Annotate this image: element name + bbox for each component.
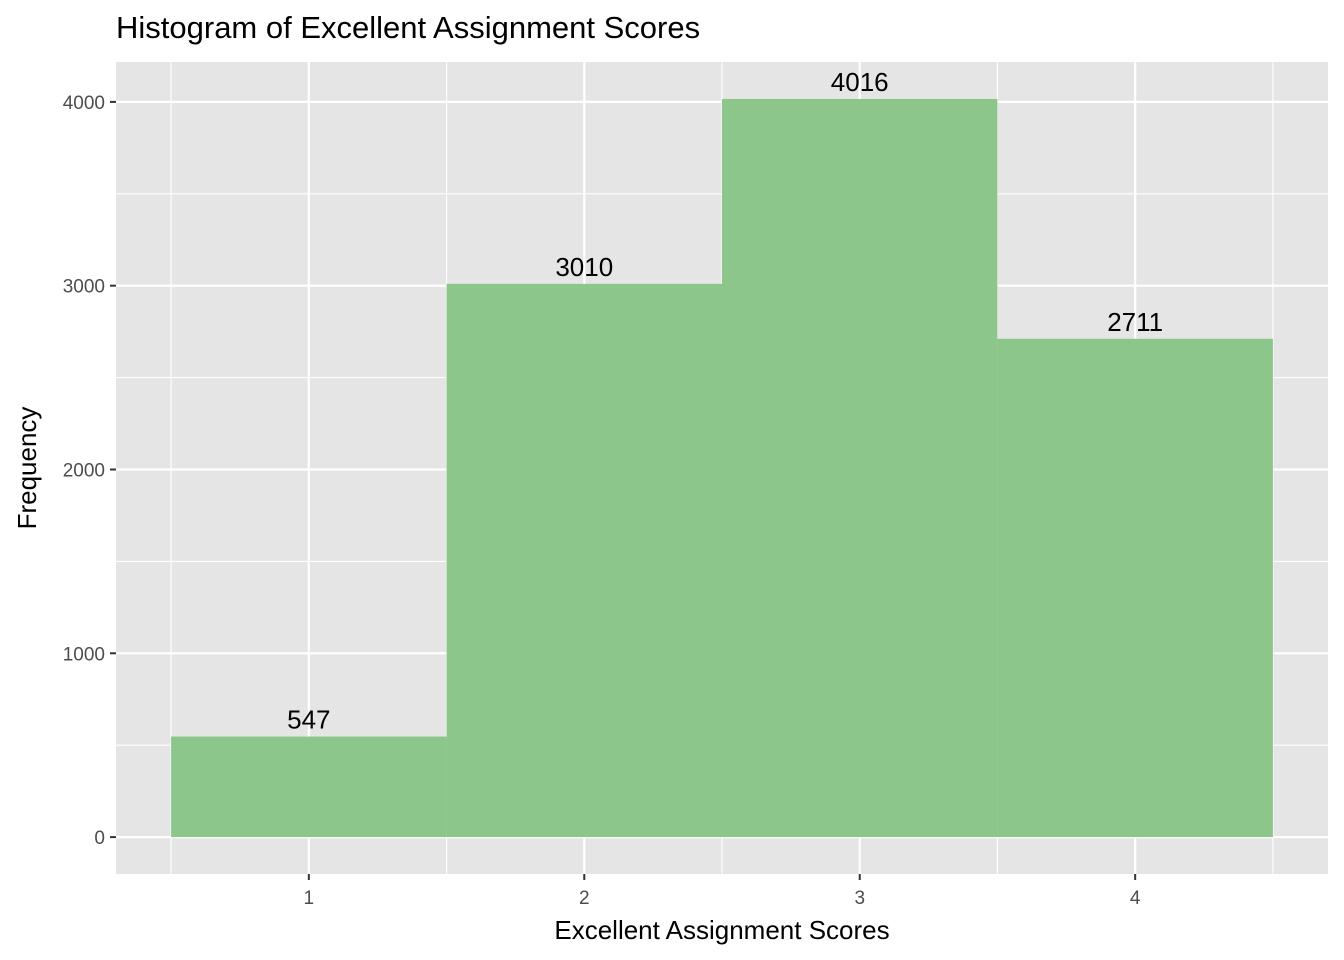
y-tick-label: 1000: [63, 644, 105, 665]
y-axis: 0 1000 2000 3000 4000: [63, 93, 116, 849]
bar-1: [171, 736, 447, 838]
y-tick-label: 2000: [63, 460, 105, 481]
data-label-1: 547: [287, 705, 330, 735]
data-label-3: 4016: [831, 67, 889, 97]
x-axis-title: Excellent Assignment Scores: [554, 915, 889, 945]
x-tick-label: 2: [579, 888, 590, 909]
bar-2: [446, 283, 722, 838]
x-axis: 1 2 3 4: [304, 874, 1141, 909]
data-label-4: 2711: [1107, 307, 1163, 337]
x-tick-label: 3: [854, 888, 865, 909]
y-axis-title: Frequency: [12, 407, 42, 530]
y-tick-label: 0: [94, 828, 105, 849]
data-labels: 547 3010 4016 2711: [287, 67, 1163, 735]
x-tick-label: 4: [1130, 888, 1141, 909]
bar-3: [722, 98, 998, 838]
data-label-2: 3010: [555, 252, 613, 282]
x-tick-label: 1: [304, 888, 315, 909]
bars: [171, 98, 1273, 838]
y-tick-label: 4000: [63, 93, 105, 114]
chart-title: Histogram of Excellent Assignment Scores: [116, 10, 700, 45]
y-tick-label: 3000: [63, 277, 105, 298]
bar-4: [997, 338, 1273, 838]
